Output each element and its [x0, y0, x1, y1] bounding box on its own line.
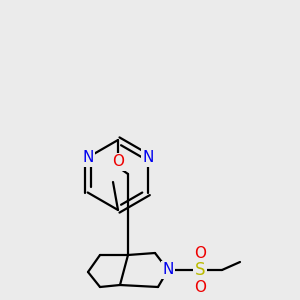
Text: N: N — [82, 150, 93, 165]
Text: N: N — [162, 262, 174, 278]
Text: N: N — [142, 150, 154, 165]
Text: O: O — [112, 154, 124, 169]
Text: O: O — [194, 245, 206, 260]
Text: S: S — [195, 261, 205, 279]
Text: O: O — [194, 280, 206, 295]
